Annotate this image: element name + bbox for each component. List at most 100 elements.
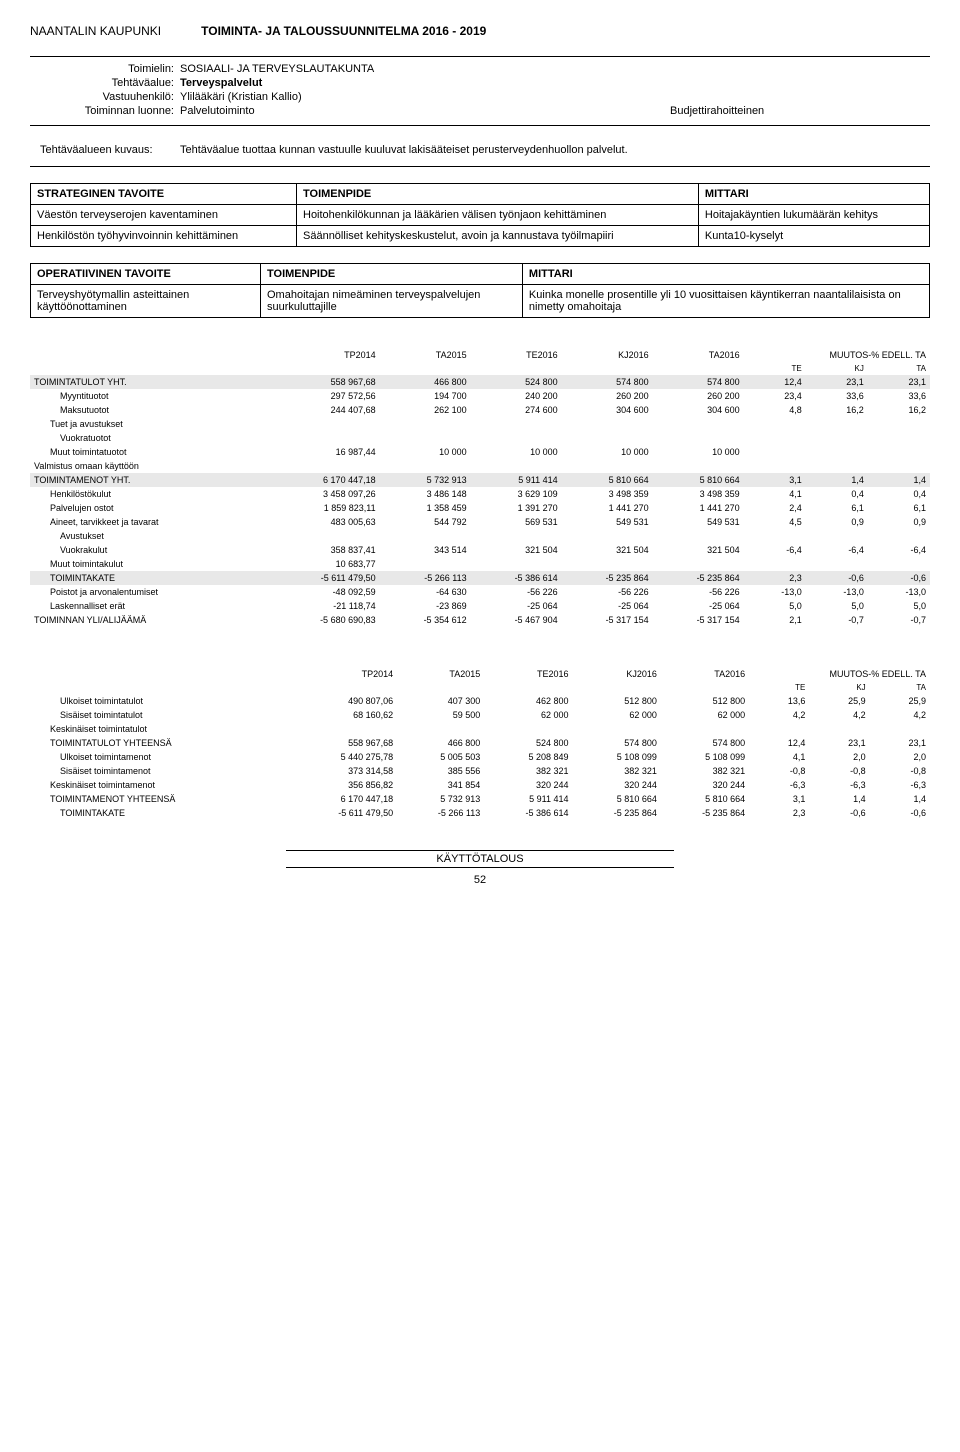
table-cell: 260 200 (653, 389, 744, 403)
table-row: Laskennalliset erät-21 118,74-23 869-25 … (30, 599, 930, 613)
page-footer: KÄYTTÖTALOUS 52 (30, 850, 930, 886)
table-cell: 25,9 (870, 694, 930, 708)
table-cell: 574 800 (573, 736, 661, 750)
row-label: Vuokratuotot (30, 431, 266, 445)
col-header: TA2015 (380, 348, 471, 362)
row-label: TOIMINTAKATE (30, 571, 266, 585)
table-cell: 297 572,56 (266, 389, 379, 403)
table-cell: 549 531 (562, 515, 653, 529)
table-cell: 5 810 664 (562, 473, 653, 487)
table-cell (744, 529, 806, 543)
col-header: TP2014 (266, 348, 379, 362)
table-cell: 2,1 (744, 613, 806, 627)
col-header: TA2016 (653, 348, 744, 362)
table-cell: -25 064 (653, 599, 744, 613)
strateginen-table: STRATEGINEN TAVOITETOIMENPIDEMITTARIVäes… (30, 183, 930, 247)
doc-title: TOIMINTA- JA TALOUSSUUNNITELMA 2016 - 20… (201, 24, 486, 38)
col-header (30, 667, 288, 681)
table-cell (749, 722, 809, 736)
sub-header: KJ (806, 362, 868, 375)
org-name: NAANTALIN KAUPUNKI (30, 24, 161, 38)
table-cell: 549 531 (653, 515, 744, 529)
table-cell: 23,1 (809, 736, 869, 750)
table-cell: 16,2 (806, 403, 868, 417)
fin-table-1: TP2014TA2015TE2016KJ2016TA2016MUUTOS-% E… (30, 348, 930, 627)
table-cell (868, 445, 930, 459)
table-row: Henkilöstön työhyvinvoinnin kehittäminen… (31, 226, 930, 247)
row-label: Laskennalliset erät (30, 599, 266, 613)
table-cell: -56 226 (653, 585, 744, 599)
table-cell: -56 226 (562, 585, 653, 599)
table-cell: 3,1 (744, 473, 806, 487)
col-header: TOIMENPIDE (297, 184, 699, 205)
table-row: Sisäiset toimintamenot373 314,58385 5563… (30, 764, 930, 778)
table-row: TOIMINTATULOT YHTEENSÄ558 967,68466 8005… (30, 736, 930, 750)
table-cell: 558 967,68 (288, 736, 397, 750)
table-cell: Henkilöstön työhyvinvoinnin kehittäminen (31, 226, 297, 247)
table-row: Terveyshyötymallin asteittainen käyttöön… (31, 285, 930, 318)
operatiivinen-table: OPERATIIVINEN TAVOITETOIMENPIDEMITTARITe… (30, 263, 930, 318)
table-cell (868, 431, 930, 445)
table-row: TOIMINTAMENOT YHT.6 170 447,185 732 9135… (30, 473, 930, 487)
table-row: TOIMINNAN YLI/ALIJÄÄMÄ-5 680 690,83-5 35… (30, 613, 930, 627)
table-cell: 2,3 (749, 806, 809, 820)
table-cell: 6 170 447,18 (266, 473, 379, 487)
col-header: KJ2016 (562, 348, 653, 362)
table-cell: 382 321 (661, 764, 749, 778)
table-cell: 244 407,68 (266, 403, 379, 417)
table-cell (266, 459, 379, 473)
table-cell: -5 235 864 (653, 571, 744, 585)
table-cell: 5,0 (744, 599, 806, 613)
table-row: Ulkoiset toimintatulot490 807,06407 3004… (30, 694, 930, 708)
table-cell (562, 459, 653, 473)
table-cell (809, 722, 869, 736)
table-row: Avustukset (30, 529, 930, 543)
table-cell (471, 529, 562, 543)
table-cell: -5 386 614 (484, 806, 572, 820)
row-label: Ulkoiset toimintatulot (30, 694, 288, 708)
table-cell (806, 417, 868, 431)
sub-header: TA (870, 681, 930, 694)
table-row: Muut toimintakulut10 683,77 (30, 557, 930, 571)
row-label: TOIMINTAKATE (30, 806, 288, 820)
table-cell: 10 000 (380, 445, 471, 459)
table-cell (806, 529, 868, 543)
sub-header: TE (749, 681, 809, 694)
info-label: Toiminnan luonne: (50, 105, 180, 117)
table-row: Tuet ja avustukset (30, 417, 930, 431)
table-cell (744, 445, 806, 459)
table-cell: 5 732 913 (380, 473, 471, 487)
table-cell: 304 600 (653, 403, 744, 417)
col-header: OPERATIIVINEN TAVOITE (31, 264, 261, 285)
table-cell: 483 005,63 (266, 515, 379, 529)
table-cell: 12,4 (749, 736, 809, 750)
table-cell: 343 514 (380, 543, 471, 557)
table-cell (868, 529, 930, 543)
table-cell (744, 459, 806, 473)
table-cell: 512 800 (661, 694, 749, 708)
table-cell: 0,4 (868, 487, 930, 501)
table-cell (288, 722, 397, 736)
sub-header: TA (868, 362, 930, 375)
table-cell: 4,2 (809, 708, 869, 722)
table-cell: 320 244 (573, 778, 661, 792)
table-row: Myyntituotot297 572,56194 700240 200260 … (30, 389, 930, 403)
table-cell: Väestön terveyserojen kaventaminen (31, 205, 297, 226)
table-cell: -5 317 154 (562, 613, 653, 627)
table-cell: Omahoitajan nimeäminen terveyspalvelujen… (261, 285, 523, 318)
table-cell: 490 807,06 (288, 694, 397, 708)
kuvaus-label: Tehtäväalueen kuvaus: (30, 144, 180, 156)
row-label: Keskinäiset toimintamenot (30, 778, 288, 792)
table-cell: 382 321 (573, 764, 661, 778)
info-row: Vastuuhenkilö:Ylilääkäri (Kristian Kalli… (50, 91, 930, 103)
table-cell: -56 226 (471, 585, 562, 599)
table-cell (471, 417, 562, 431)
col-header: MUUTOS-% EDELL. TA (749, 667, 930, 681)
table-cell: 466 800 (397, 736, 484, 750)
table-cell: 5,0 (868, 599, 930, 613)
table-cell: Terveyshyötymallin asteittainen käyttöön… (31, 285, 261, 318)
table-cell: 194 700 (380, 389, 471, 403)
table-cell: -0,8 (870, 764, 930, 778)
table-cell: 373 314,58 (288, 764, 397, 778)
table-cell: 2,3 (744, 571, 806, 585)
